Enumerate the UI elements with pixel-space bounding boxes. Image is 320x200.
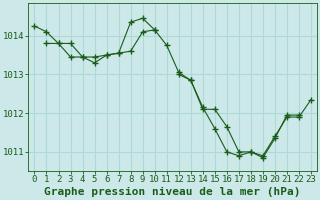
X-axis label: Graphe pression niveau de la mer (hPa): Graphe pression niveau de la mer (hPa): [44, 187, 301, 197]
